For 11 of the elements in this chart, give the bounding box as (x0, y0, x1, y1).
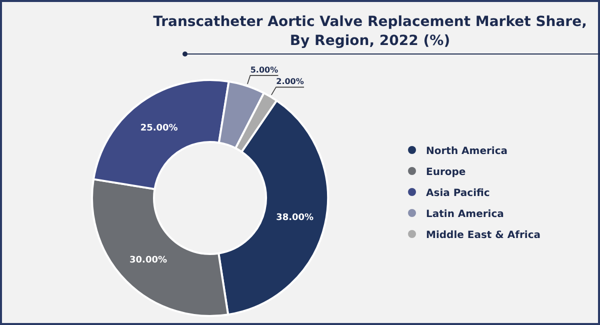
chart-title: Transcatheter Aortic Valve Replacement Market Share, By Region, 2022 (%) (153, 14, 587, 49)
legend-label: Middle East & Africa (426, 230, 541, 241)
data-label: 38.00% (276, 213, 314, 224)
data-label: 30.00% (130, 255, 168, 266)
legend-label: Latin America (426, 209, 504, 220)
legend-label: North America (426, 146, 508, 157)
data-label: 2.00% (276, 77, 304, 86)
data-label: 25.00% (140, 123, 178, 134)
legend-label: Europe (426, 167, 466, 178)
legend-label: Asia Pacific (426, 188, 490, 199)
data-label: 5.00% (250, 65, 278, 74)
